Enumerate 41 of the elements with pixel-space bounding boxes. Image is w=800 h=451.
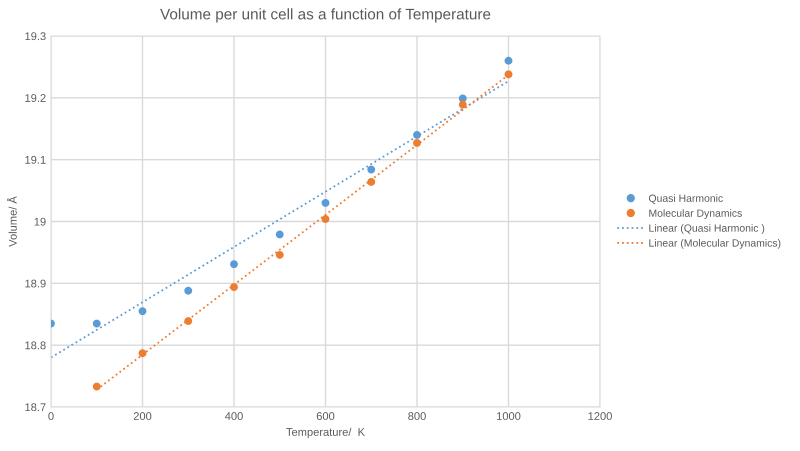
y-tick-label: 19.3 [25, 32, 46, 40]
legend-label: Molecular Dynamics [649, 209, 742, 219]
point [138, 349, 146, 358]
x-tick-label: 0 [48, 412, 54, 420]
y-tick-label: 18.7 [25, 403, 46, 412]
point [413, 130, 421, 139]
point [458, 94, 467, 102]
point [184, 286, 192, 295]
point [276, 230, 284, 238]
point [184, 317, 192, 326]
x-tick-label: 1000 [496, 412, 520, 420]
x-tick-label: 400 [224, 412, 243, 420]
x-axis-title: Temperature/ K [286, 428, 365, 438]
y-tick-label: 18.8 [25, 341, 46, 350]
point [458, 100, 467, 109]
point [138, 307, 146, 316]
legend-label: Linear (Quasi Harmonic ) [649, 224, 764, 234]
point [367, 178, 376, 186]
y-tick-label: 19.1 [25, 156, 46, 164]
x-tick-label: 1200 [588, 412, 612, 420]
point [276, 250, 284, 259]
point [367, 166, 376, 174]
legend-label: Quasi Harmonic [648, 194, 723, 204]
point [322, 215, 330, 223]
y-axis-title: Volume/ Å [6, 196, 17, 247]
point [230, 283, 238, 291]
y-tick-label: 19.2 [25, 94, 46, 102]
point [92, 320, 101, 328]
point [504, 56, 512, 65]
point [230, 260, 238, 268]
y-tick-label: 18.9 [25, 280, 46, 288]
x-tick-label: 200 [134, 412, 152, 420]
point [413, 139, 421, 147]
legend-label: Linear (Molecular Dynamics) [649, 239, 780, 249]
x-tick-label: 600 [316, 412, 334, 420]
chart-title: Volume per unit cell as a function of Temperature [160, 8, 490, 23]
point [92, 382, 101, 391]
point [322, 199, 330, 207]
point [504, 70, 512, 78]
x-tick-label: 800 [408, 412, 426, 420]
y-tick-label: 19 [34, 218, 46, 226]
